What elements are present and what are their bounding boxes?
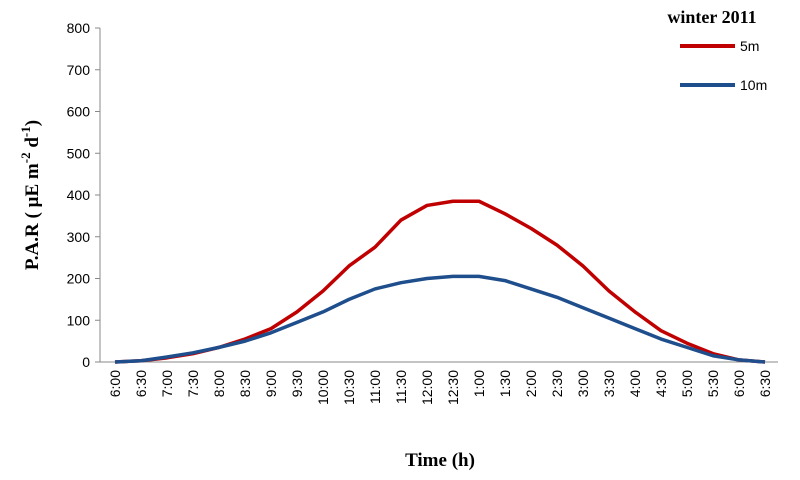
x-tick-label: 5:00 (679, 370, 695, 397)
y-label-part: ) (22, 120, 43, 126)
x-tick-label: 4:00 (627, 370, 643, 397)
x-tick-label: 11:30 (393, 370, 409, 404)
x-tick-label: 3:30 (601, 370, 617, 397)
legend-title: winter 2011 (667, 7, 756, 27)
series-line (114, 199, 766, 364)
y-tick-label: 0 (82, 354, 90, 370)
y-label-sup: -1 (18, 126, 33, 137)
legend-label: 10m (740, 77, 767, 93)
x-tick-label: 7:30 (185, 370, 201, 397)
x-tick-label: 3:00 (575, 370, 591, 397)
x-tick-label: 11:00 (367, 370, 383, 404)
y-label-part: P.A.R ( µE m (22, 163, 43, 270)
x-tick-label: 1:00 (471, 370, 487, 397)
x-tick-label: 8:00 (211, 370, 227, 397)
x-tick-label: 10:30 (341, 370, 357, 405)
x-tick-label: 10:00 (315, 370, 331, 405)
x-tick-label: 6:00 (731, 370, 747, 397)
series-line (114, 274, 766, 364)
x-axis-label: Time (h) (405, 450, 475, 471)
x-tick-label: 2:00 (523, 370, 539, 397)
x-tick-label: 1:30 (497, 370, 513, 397)
y-tick-label: 800 (67, 20, 91, 36)
x-tick-label: 9:00 (263, 370, 279, 397)
x-tick-label: 7:00 (159, 370, 175, 397)
x-tick-label: 6:30 (133, 370, 149, 397)
x-tick-label: 2:30 (549, 370, 565, 397)
legend-label: 5m (740, 38, 759, 54)
x-tick-label: 12:00 (419, 370, 435, 405)
x-tick-label: 5:30 (705, 370, 721, 397)
y-tick-label: 500 (67, 145, 91, 161)
y-label-sup: -2 (18, 152, 33, 163)
y-tick-label: 700 (67, 62, 91, 78)
y-tick-label: 100 (67, 312, 91, 328)
x-tick-label: 9:30 (289, 370, 305, 397)
x-tick-label: 8:30 (237, 370, 253, 397)
x-tick-label: 4:30 (653, 370, 669, 397)
y-axis-label: P.A.R ( µE m-2 d-1) (18, 120, 43, 270)
y-label-part: d (22, 137, 43, 153)
x-tick-label: 6:00 (107, 370, 123, 397)
x-tick-label: 6:30 (757, 370, 773, 397)
x-tick-label: 12:30 (445, 370, 461, 405)
y-tick-label: 300 (67, 229, 91, 245)
y-tick-label: 600 (67, 104, 91, 120)
y-tick-label: 400 (67, 187, 91, 203)
y-tick-label: 200 (67, 271, 91, 287)
